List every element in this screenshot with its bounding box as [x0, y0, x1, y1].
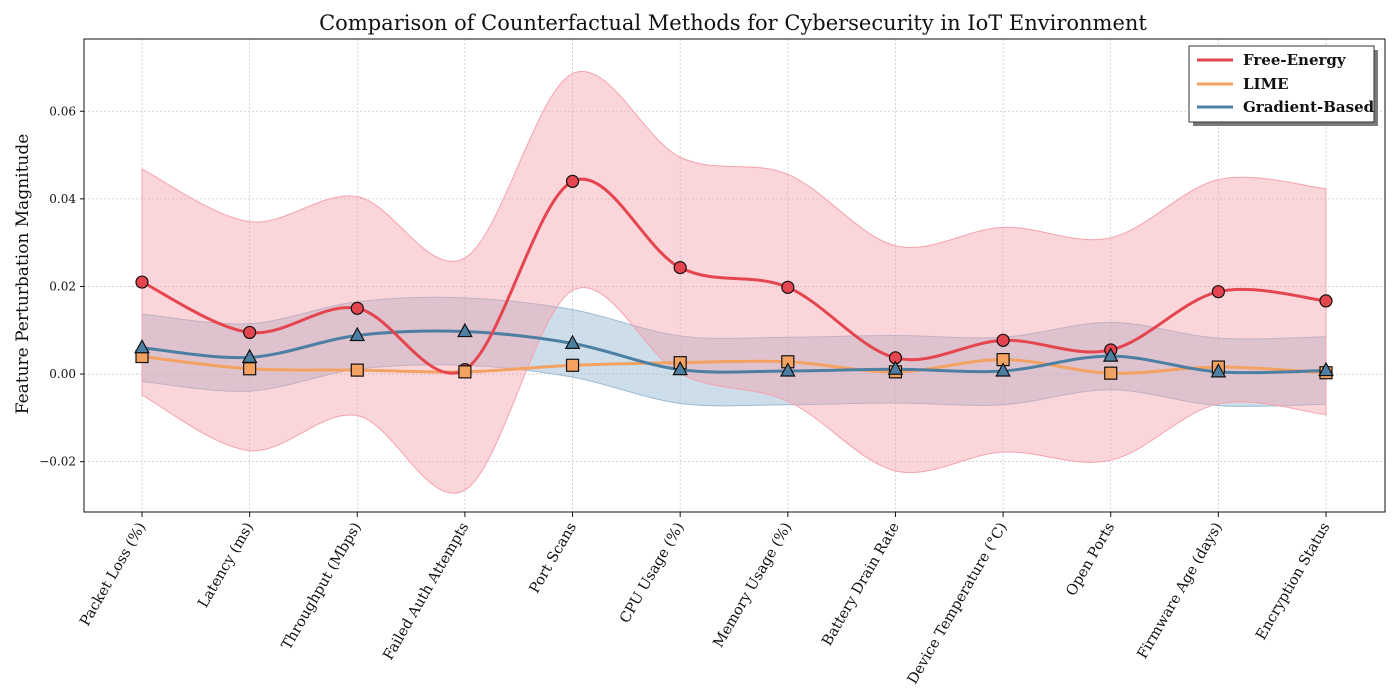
band-layer: [141, 70, 1327, 494]
x-tick-label-packet-loss: Packet Loss (%): [77, 520, 149, 629]
point-lime: [350, 363, 364, 377]
x-tick-label-device-temperature-c: Device Temperature (°C): [905, 520, 1011, 687]
plot-frame: [83, 38, 1386, 513]
point-free-energy: [781, 280, 795, 294]
legend-label-gradient-based: Gradient-Based: [1243, 98, 1375, 116]
point-gradient-based: [241, 348, 258, 363]
point-free-energy: [996, 333, 1010, 347]
x-tick-label-battery-drain-rate: Battery Drain Rate: [819, 520, 903, 649]
confidence-band-free-energy: [141, 70, 1327, 494]
point-gradient-based: [457, 322, 473, 338]
y-axis-label: Feature Perturbation Magnitude: [13, 134, 33, 415]
point-free-energy: [135, 275, 149, 289]
point-free-energy: [1211, 285, 1225, 299]
point-lime: [565, 358, 580, 372]
point-gradient-based: [1210, 363, 1227, 378]
x-tick-label-latency-ms: Latency (ms): [196, 520, 258, 611]
chart-title: Comparison of Counterfactual Methods for…: [319, 11, 1147, 35]
marker-layer: [134, 174, 1334, 380]
point-gradient-based: [564, 334, 581, 349]
y-tick-label: −0.02: [39, 455, 76, 469]
x-tick-label-memory-usage: Memory Usage (%): [711, 520, 796, 651]
x-tick-label-cpu-usage: CPU Usage (%): [617, 520, 688, 626]
point-free-energy: [350, 301, 364, 315]
y-tick-label: 0.02: [49, 279, 76, 293]
point-free-energy: [673, 261, 687, 275]
point-gradient-based: [887, 360, 904, 375]
y-tick-label: 0.06: [49, 104, 76, 118]
series-line-lime: [140, 355, 1328, 375]
x-tick-label-throughput-mbps: Throughput (Mbps): [279, 520, 365, 653]
point-gradient-based: [1102, 347, 1119, 362]
point-gradient-based: [349, 326, 366, 342]
x-tick-label-port-scans: Port Scans: [527, 520, 580, 596]
point-lime: [458, 365, 472, 379]
legend-label-lime: LIME: [1243, 75, 1289, 93]
point-gradient-based: [1318, 361, 1334, 377]
point-free-energy: [1319, 294, 1333, 308]
point-gradient-based: [995, 362, 1011, 377]
point-lime: [243, 362, 257, 376]
legend-label-free-energy: Free-Energy: [1243, 51, 1347, 69]
point-lime: [1104, 366, 1118, 380]
x-tick-label-failed-auth-attempts: Failed Auth Attempts: [381, 520, 473, 663]
point-gradient-based: [672, 360, 688, 376]
point-gradient-based: [780, 362, 796, 377]
x-tick-label-encryption-status: Encryption Status: [1253, 520, 1333, 643]
series-line-gradient-based: [140, 329, 1328, 375]
y-tick-label: 0.00: [49, 367, 76, 381]
legend: Free-Energy LIME Gradient-Based: [1188, 45, 1378, 126]
x-tick-label-firmware-age-days: Firmware Age (days): [1135, 520, 1226, 662]
x-tick-label-open-ports: Open Ports: [1063, 520, 1118, 599]
point-free-energy: [243, 325, 257, 340]
point-gradient-based: [134, 339, 150, 354]
point-free-energy: [565, 174, 580, 188]
y-tick-label: 0.04: [49, 192, 76, 206]
